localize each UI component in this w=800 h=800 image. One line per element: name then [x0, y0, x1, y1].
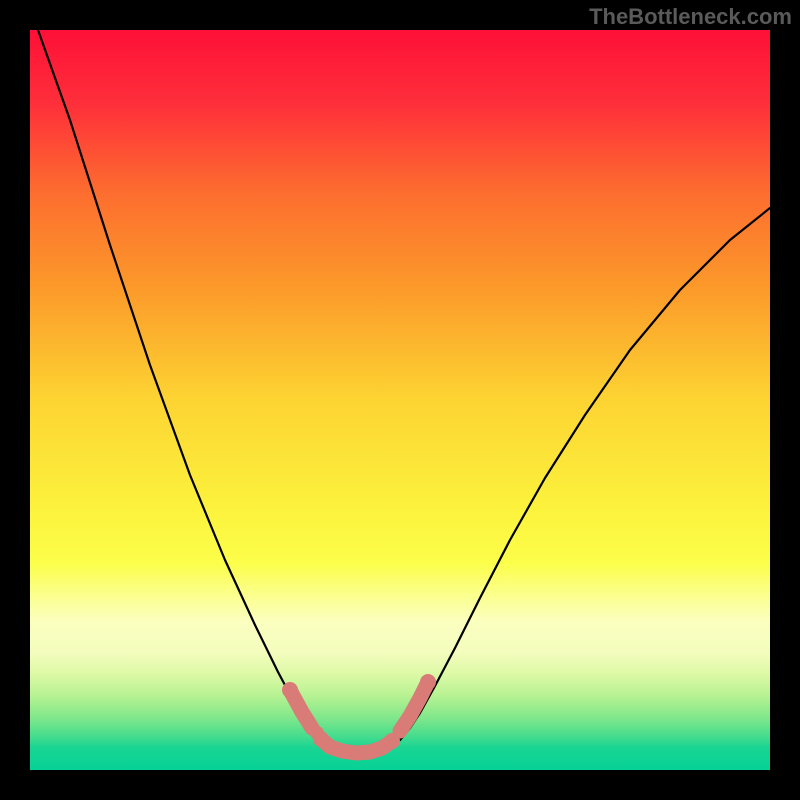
watermark-text: TheBottleneck.com	[589, 4, 792, 30]
gradient-background	[30, 30, 770, 770]
bottleneck-chart	[0, 0, 800, 800]
